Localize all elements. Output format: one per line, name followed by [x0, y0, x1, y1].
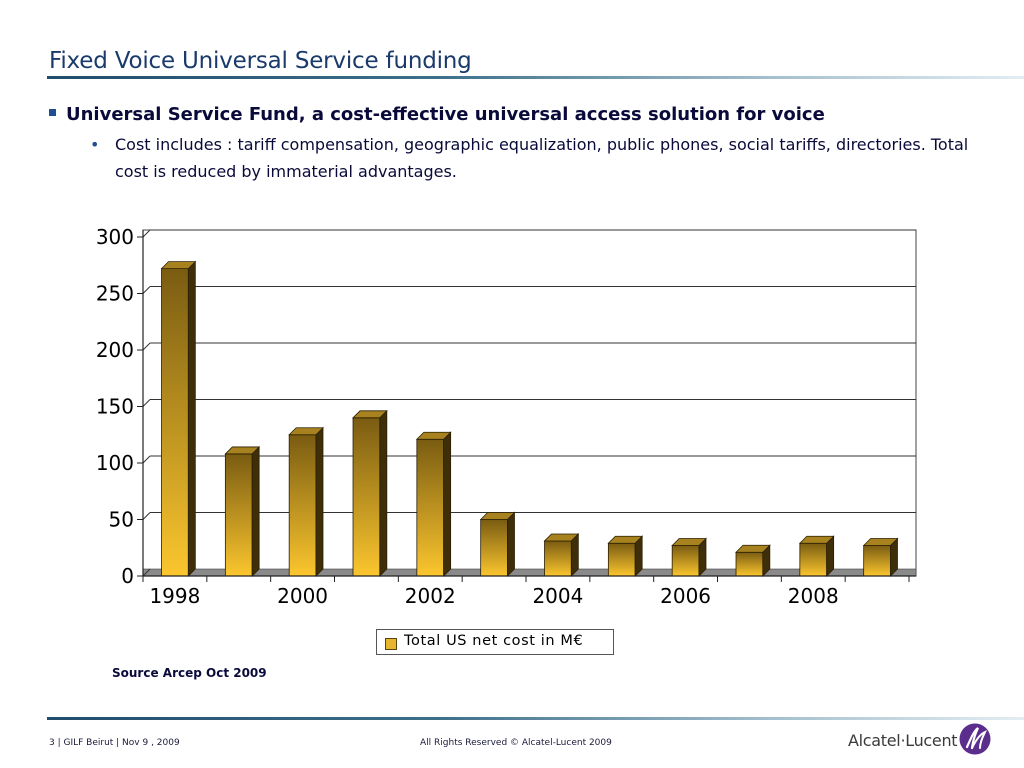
bar-front — [352, 417, 381, 577]
x-tick-label: 2004 — [532, 584, 583, 608]
y-tick-label: 200 — [96, 338, 134, 362]
bar-front — [544, 540, 572, 577]
gridline-depth — [142, 399, 151, 407]
sub-bullet: • Cost includes : tariff compensation, g… — [90, 131, 970, 185]
source-note: Source Arcep Oct 2009 — [112, 666, 267, 680]
footer-copyright: All Rights Reserved © Alcatel-Lucent 200… — [420, 738, 612, 748]
title-underline — [47, 76, 1024, 79]
footer-page-info: 3 | GILF Beirut | Nov 9 , 2009 — [49, 738, 180, 748]
x-tick-label: 2000 — [277, 584, 328, 608]
bar-top — [288, 427, 324, 436]
x-tick-label: 2006 — [660, 584, 711, 608]
bar-front — [161, 268, 189, 577]
bar-front — [607, 542, 636, 577]
x-tick-label: 1998 — [149, 584, 200, 608]
bar-top — [607, 535, 644, 544]
x-tick-label: 2008 — [788, 584, 839, 608]
bar-top — [160, 261, 197, 270]
slide-title: Fixed Voice Universal Service funding — [49, 48, 472, 74]
bar-front — [288, 434, 317, 577]
bar-front — [671, 545, 700, 577]
bar-top — [352, 410, 388, 419]
legend-swatch — [385, 638, 397, 650]
y-tick-label: 300 — [96, 225, 134, 249]
bar-front — [416, 438, 445, 577]
y-tick-label: 100 — [96, 451, 134, 475]
bar-top — [798, 535, 835, 544]
y-tick-label: 0 — [121, 564, 134, 588]
bar-front — [480, 519, 508, 577]
chart-legend: Total US net cost in M€ — [376, 629, 614, 655]
bar-top — [479, 512, 516, 520]
company-logo-text: Alcatel·Lucent — [848, 731, 958, 750]
bar-side — [443, 431, 452, 577]
bar-side — [187, 260, 196, 577]
legend-label: Total US net cost in M€ — [404, 633, 584, 649]
bar-front — [735, 551, 764, 577]
alcatel-lucent-logo-icon — [959, 723, 991, 755]
gridline-depth — [142, 455, 151, 464]
x-tick-label: 2002 — [405, 584, 456, 608]
gridline-depth — [142, 342, 151, 351]
bar-front — [863, 545, 891, 577]
bar-front — [224, 453, 253, 577]
footer-rule — [47, 717, 1024, 720]
bar-top — [543, 533, 580, 542]
bar-side — [379, 409, 388, 577]
bar-top — [862, 538, 899, 546]
bar-side — [251, 445, 260, 577]
bar-front — [799, 542, 828, 577]
bar-top — [671, 538, 707, 546]
bar-top — [735, 544, 771, 553]
y-tick-label: 150 — [96, 395, 134, 419]
gridline-depth — [142, 568, 151, 577]
square-bullet-icon — [49, 108, 56, 116]
gridline-depth — [142, 512, 151, 520]
gridline-depth — [142, 229, 151, 238]
gridline-depth — [142, 286, 151, 294]
dot-bullet-icon: • — [90, 135, 100, 154]
main-bullet: Universal Service Fund, a cost-effective… — [49, 104, 825, 125]
bar-side — [315, 426, 324, 577]
sub-bullet-text: Cost includes : tariff compensation, geo… — [115, 135, 969, 181]
bar-side — [507, 511, 515, 577]
bar-top — [415, 431, 452, 440]
y-tick-label: 50 — [109, 508, 134, 532]
main-bullet-text: Universal Service Fund, a cost-effective… — [66, 104, 825, 125]
plot-area — [142, 229, 917, 577]
y-tick-label: 250 — [96, 282, 134, 306]
bar-top — [224, 446, 261, 455]
